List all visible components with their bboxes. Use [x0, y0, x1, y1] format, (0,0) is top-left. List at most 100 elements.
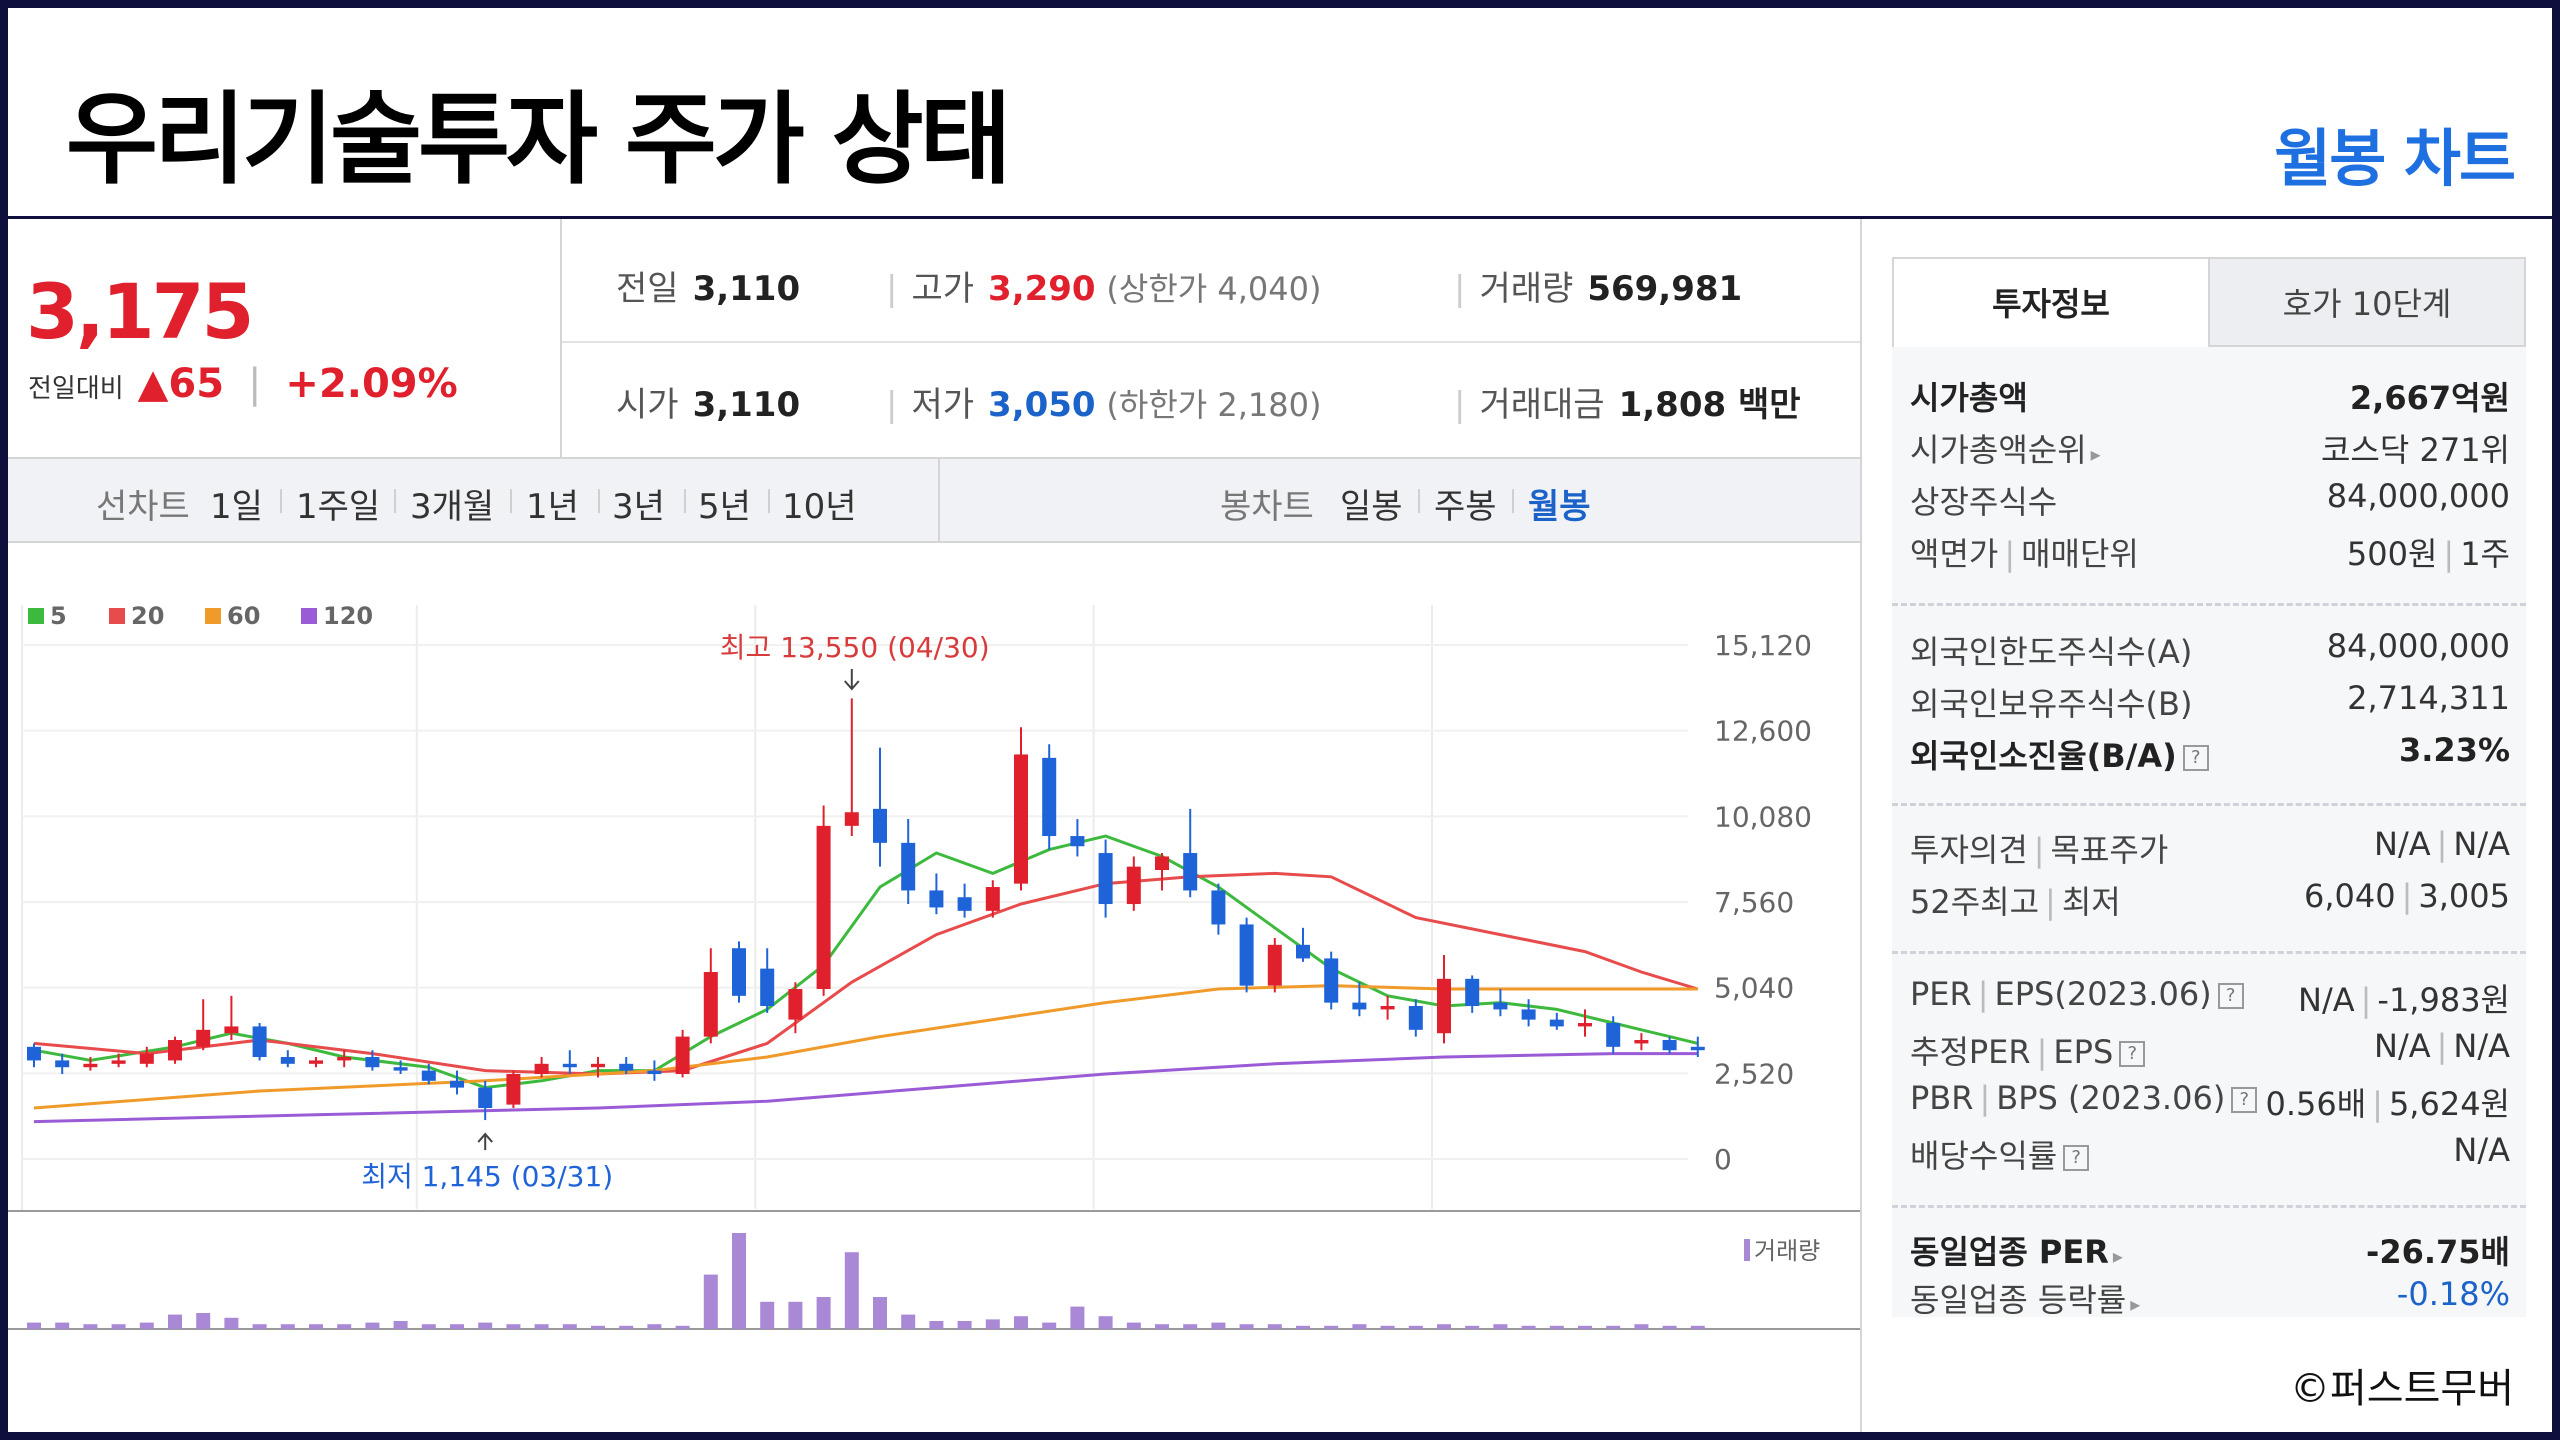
- line-chart-label: 선차트: [96, 487, 190, 527]
- help-icon[interactable]: ?: [2182, 745, 2209, 771]
- candle-daily[interactable]: 일봉: [1340, 487, 1403, 527]
- period-bar: 선차트 1일 1주일 3개월 1년 3년 5년 10년 봉차트 일봉 주봉 월봉: [8, 459, 1860, 543]
- pbr-value: 0.56배: [2265, 1085, 2367, 1123]
- volume-bar: [168, 1314, 182, 1329]
- est-eps-value: N/A: [2453, 1027, 2510, 1065]
- candle-body: [1662, 1040, 1677, 1051]
- info-row-foreign-hold: 외국인보유주식수(B) 2,714,311: [1910, 679, 2510, 725]
- candle-body: [929, 890, 944, 908]
- price-change: 전일대비 ▲65 | +2.09%: [28, 361, 458, 407]
- volume-bar: [1521, 1325, 1536, 1329]
- help-icon[interactable]: ?: [2063, 1145, 2090, 1171]
- sector-per-label[interactable]: 동일업종 PER: [1910, 1233, 2109, 1271]
- prev-close: 전일 3,110: [616, 261, 800, 310]
- candle-body: [27, 1046, 41, 1061]
- separator: |: [2436, 825, 2448, 863]
- help-icon[interactable]: ?: [2231, 1087, 2258, 1113]
- volume-bar: [844, 1252, 859, 1329]
- period-1y[interactable]: 1년: [526, 487, 579, 527]
- volume-bar: [619, 1325, 634, 1329]
- volume-bar: [1437, 1324, 1451, 1329]
- candle-body: [309, 1060, 323, 1064]
- info-row-pbr: PBR | BPS (2023.06)? 0.56배 | 5,624원: [1910, 1079, 2510, 1123]
- period-1w[interactable]: 1주일: [296, 487, 381, 527]
- info-row-opinion: 투자의견 | 목표주가 N/A | N/A: [1910, 825, 2510, 871]
- info-row-per: PER | EPS(2023.06)? N/A | -1,983원: [1910, 975, 2510, 1019]
- info-tabs: 투자정보 호가 10단계: [1892, 257, 2526, 347]
- dividend-value: N/A: [2453, 1131, 2510, 1169]
- foreign-limit-value: 84,000,000: [2326, 627, 2510, 665]
- candle-weekly[interactable]: 주봉: [1434, 487, 1497, 527]
- info-row-par: 액면가 | 매매단위 500원 | 1주: [1910, 529, 2510, 575]
- help-icon[interactable]: ?: [2217, 983, 2244, 1009]
- rank-label[interactable]: 시가총액순위: [1910, 431, 2087, 469]
- target-label: 목표주가: [2050, 831, 2169, 869]
- header-divider: [8, 216, 2552, 219]
- volume-bar: [83, 1324, 98, 1329]
- foreign-hold-value: 2,714,311: [2347, 679, 2510, 717]
- volume-bar: [873, 1297, 887, 1329]
- volume-bar: [506, 1324, 521, 1329]
- candle-body: [1408, 1006, 1423, 1030]
- period-10y[interactable]: 10년: [782, 487, 857, 527]
- candle-body: [337, 1057, 352, 1061]
- candle-body: [393, 1067, 408, 1071]
- foreign-ratio-value: 3.23%: [2398, 731, 2510, 769]
- per-value: N/A: [2298, 981, 2355, 1019]
- volume-bar: [1380, 1325, 1395, 1329]
- volume-bar: [1211, 1322, 1226, 1329]
- period-5y[interactable]: 5년: [698, 487, 751, 527]
- sector-per-value: -26.75배: [2366, 1233, 2510, 1271]
- open-label: 시가: [616, 385, 679, 425]
- opinion-label: 투자의견: [1910, 831, 2028, 869]
- pbr-label: PBR: [1910, 1079, 1974, 1117]
- volume-bar: [1014, 1316, 1028, 1329]
- mcap-value: 2,667억원: [2349, 379, 2510, 417]
- candle-body: [1211, 890, 1226, 925]
- help-icon[interactable]: ?: [2119, 1041, 2146, 1067]
- upper-limit: (상한가 4,040): [1106, 270, 1322, 308]
- candle-body: [844, 812, 859, 826]
- sector-change-label[interactable]: 동일업종 등락률: [1910, 1281, 2127, 1319]
- candle-body: [365, 1057, 380, 1068]
- separator: |: [2045, 883, 2056, 921]
- candle-body: [647, 1070, 662, 1075]
- low-price: | 저가 3,050 (하한가 2,180): [886, 377, 1321, 426]
- sector-per-arrow-icon: ▸: [2112, 1244, 2123, 1268]
- chart-annotations: 최고 13,550 (04/30) 최저 1,145 (03/31): [361, 631, 989, 1193]
- tab-order-book[interactable]: 호가 10단계: [2208, 257, 2526, 347]
- x-axis: 2018/11 2020/01 2021/01 2022/01 2023/01: [24, 1341, 1550, 1345]
- candle-body: [1183, 853, 1198, 891]
- low-separator: |: [886, 385, 898, 425]
- period-separator: [768, 489, 770, 513]
- high-separator: |: [886, 269, 898, 309]
- chart-legend: 5 20 60 120: [28, 602, 373, 630]
- pbr-bps-value: 0.56배 | 5,624원: [2265, 1079, 2510, 1125]
- x-tick-label: 2021/01: [757, 1341, 873, 1345]
- tab-investment-info[interactable]: 투자정보: [1892, 257, 2210, 347]
- period-3m[interactable]: 3개월: [410, 487, 495, 527]
- period-separator: [280, 489, 282, 513]
- candle-body: [732, 948, 746, 996]
- volume-bar: [647, 1324, 662, 1329]
- period-3y[interactable]: 3년: [612, 487, 665, 527]
- open-value: 3,110: [692, 385, 801, 425]
- period-1d[interactable]: 1일: [210, 487, 263, 527]
- volume-bar: [1296, 1325, 1310, 1329]
- volume-bar: [337, 1324, 352, 1329]
- volume-bar: [985, 1319, 1000, 1329]
- separator: |: [2036, 1033, 2048, 1071]
- candle-body: [1380, 1006, 1395, 1010]
- separator: |: [2436, 1027, 2448, 1065]
- candle-body: [1239, 924, 1254, 986]
- period-separator: [598, 489, 600, 513]
- section-divider: [1892, 603, 2526, 606]
- candle-body: [1634, 1040, 1649, 1044]
- candle-body: [139, 1053, 154, 1064]
- candle-monthly[interactable]: 월봉: [1528, 487, 1591, 527]
- volume-bar: [816, 1297, 831, 1329]
- y-tick-label: 10,080: [1714, 800, 1812, 833]
- eps-value: -1,983원: [2377, 981, 2510, 1019]
- legend-label: 20: [131, 602, 164, 630]
- quote-divider: [560, 219, 562, 459]
